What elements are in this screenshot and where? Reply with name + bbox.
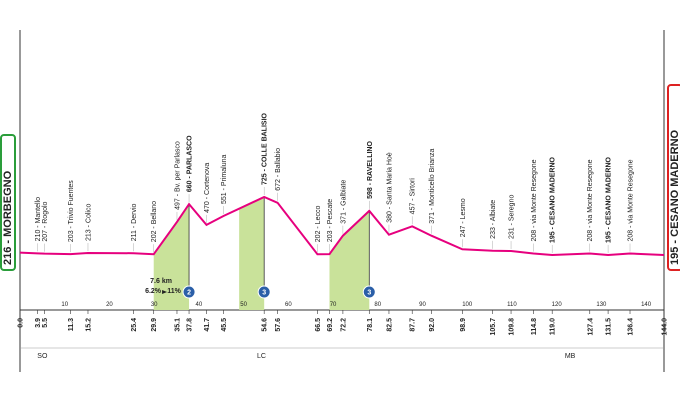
- sector-label: MB: [565, 353, 576, 360]
- x-tick-label: 110: [507, 302, 517, 308]
- km-label: 72.2: [340, 318, 347, 332]
- km-label: 25.4: [131, 318, 138, 332]
- climb-arrow: [162, 290, 168, 294]
- x-tick-label: 90: [419, 302, 426, 308]
- kom-category: 3: [367, 290, 371, 297]
- kom-badge: [257, 285, 271, 299]
- climb-max: 11%: [167, 288, 181, 295]
- place-label: 233 - Albiate: [490, 200, 497, 239]
- climb-area: [329, 210, 370, 310]
- x-tick-label: 60: [285, 302, 292, 308]
- km-label: 131.5: [606, 318, 613, 336]
- km-label: 114.8: [531, 318, 538, 335]
- km-label: 3.9: [35, 318, 42, 328]
- km-label: 78.1: [367, 318, 374, 332]
- x-tick-label: 50: [240, 302, 247, 308]
- km-label: 109.8: [509, 318, 516, 336]
- x-tick-label: 140: [641, 302, 652, 308]
- km-label: 57.6: [275, 318, 282, 332]
- sector-label: SO: [37, 353, 48, 360]
- km-label: 144.0: [662, 318, 669, 336]
- place-label: 371 - Monticello Brianza: [429, 149, 436, 224]
- place-label: 195 - CESANO MADERNO: [550, 156, 557, 243]
- climb-area: [239, 196, 265, 310]
- profile-line: [19, 195, 665, 256]
- x-tick-label: 20: [106, 302, 113, 308]
- place-label: 213 - Colico: [85, 204, 92, 241]
- km-label: 87.7: [410, 318, 417, 332]
- place-label: 208 - via Monte Resegone: [628, 159, 635, 241]
- place-label: 211 - Dervio: [131, 204, 138, 242]
- place-label: 660 - PARLASCO: [187, 135, 194, 192]
- km-label: 92.0: [429, 318, 436, 332]
- km-label: 69.2: [327, 318, 334, 332]
- place-label: 470 - Cortenova: [204, 163, 211, 213]
- km-label: 136.4: [628, 318, 635, 336]
- place-label: 672 - Ballabio: [275, 148, 282, 191]
- x-tick-label: 40: [196, 302, 203, 308]
- km-label: 15.2: [85, 318, 92, 332]
- km-label: 54.6: [262, 318, 269, 332]
- place-label: 380 - Santa Maria Hoè: [386, 152, 393, 223]
- kom-category: 3: [262, 290, 266, 297]
- x-tick-label: 100: [462, 302, 473, 308]
- km-label: 35.1: [174, 318, 181, 332]
- place-label: 371 - Galbiate: [340, 180, 347, 224]
- sector-label: LC: [257, 353, 266, 360]
- km-label: 82.5: [386, 318, 393, 332]
- place-label: 195 - CESANO MADERNO: [606, 156, 613, 243]
- start-box: [0, 134, 16, 271]
- x-tick-label: 120: [552, 302, 563, 308]
- kom-category: 2: [187, 290, 191, 297]
- climb-length: 7.6 km: [150, 278, 172, 285]
- km-label: 5.5: [42, 318, 49, 328]
- km-label: 0.0: [18, 318, 25, 328]
- km-label: 41.7: [204, 318, 211, 332]
- x-tick-label: 80: [374, 302, 381, 308]
- place-label: 202 - Lecco: [315, 206, 322, 243]
- place-label: 203 - Trivio Fuentes: [68, 180, 75, 242]
- km-label: 66.5: [315, 318, 322, 332]
- km-label: 105.7: [490, 318, 497, 336]
- place-label: 208 - via Monte Resegone: [587, 159, 594, 241]
- place-label: 208 - via Monte Resegone: [531, 159, 538, 241]
- finish-label: 195 - CESANO MADERNO: [669, 129, 680, 265]
- x-tick-label: 30: [151, 302, 158, 308]
- x-tick-label: 130: [596, 302, 607, 308]
- place-label: 203 - Pescate: [327, 199, 334, 242]
- km-label: 11.3: [68, 318, 75, 331]
- km-label: 119.0: [550, 318, 557, 335]
- place-label: 497 - Bv. per Parlasco: [174, 141, 181, 210]
- km-label: 98.9: [460, 318, 467, 332]
- km-label: 37.8: [187, 318, 194, 332]
- finish-box: [667, 84, 680, 271]
- climb-area: [153, 204, 190, 310]
- x-tick-label: 70: [330, 302, 337, 308]
- km-label: 127.4: [587, 318, 594, 336]
- place-label: 598 - RAVELLINO: [367, 140, 374, 198]
- climb-avg: 6.2%: [145, 288, 162, 295]
- place-label: 202 - Bellano: [151, 201, 158, 242]
- place-label: 207 - Rogolo: [42, 201, 49, 241]
- place-label: 231 - Seregno: [509, 195, 516, 239]
- km-label: 29.9: [151, 318, 158, 332]
- place-label: 210 - Mantello: [35, 197, 42, 241]
- x-tick-label: 10: [61, 302, 68, 308]
- place-label: 725 - COLLE BALISIO: [262, 112, 269, 185]
- kom-badge: [182, 285, 196, 299]
- place-label: 247 - Lesmo: [460, 198, 467, 237]
- km-label: 45.5: [221, 318, 228, 332]
- place-label: 551 - Primaluna: [221, 155, 228, 205]
- start-label: 216 - MORBEGNO: [2, 170, 14, 265]
- place-label: 457 - Sirtori: [410, 178, 417, 215]
- kom-badge: [362, 285, 376, 299]
